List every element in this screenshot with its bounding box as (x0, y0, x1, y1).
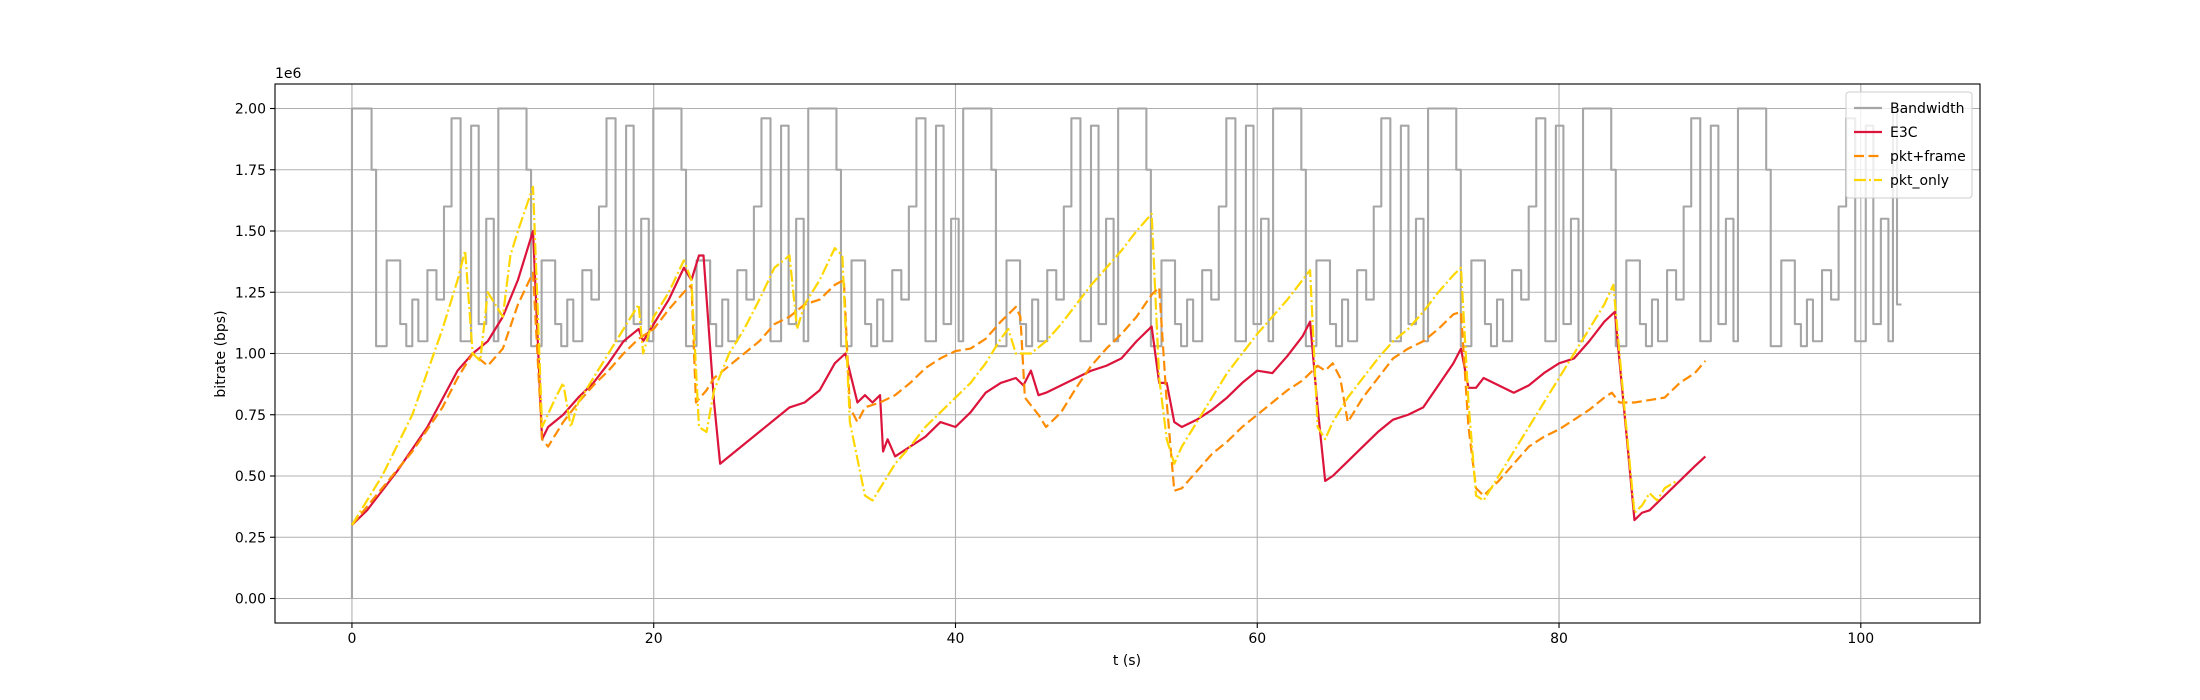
x-tick-label: 100 (1847, 631, 1874, 647)
y-tick-label: 0.00 (235, 592, 266, 608)
y-tick-label: 1.25 (235, 285, 266, 301)
y-tick-label: 0.50 (235, 469, 266, 485)
legend-box (1845, 91, 1973, 199)
legend-label: E3C (1890, 125, 1918, 141)
axes-frame (274, 83, 1981, 624)
y-tick-label: 2.00 (235, 102, 266, 118)
series-line (350, 107, 1902, 599)
y-tick-label: 1.00 (235, 347, 266, 363)
y-tick-label: 0.75 (235, 408, 266, 424)
grid (275, 84, 1980, 623)
y-axis-label: bitrate (bps) (213, 310, 229, 397)
x-tick-label: 40 (947, 631, 965, 647)
legend-label: pkt_only (1890, 173, 1949, 189)
x-axis-label: t (s) (1113, 653, 1141, 669)
x-tick-label: 80 (1550, 631, 1568, 647)
y-tick-label: 0.25 (235, 530, 266, 546)
y-offset-label: 1e6 (275, 66, 302, 82)
x-tick-label: 20 (645, 631, 663, 647)
y-tick-label: 1.75 (235, 163, 266, 179)
series-line (351, 185, 1678, 526)
legend: Bandwidth E3C pkt+frame pkt_only (1845, 91, 1973, 199)
legend-label: Bandwidth (1890, 101, 1965, 117)
legend-label: pkt+frame (1890, 149, 1966, 165)
x-tick-label: 0 (347, 631, 356, 647)
x-tick-label: 60 (1248, 631, 1266, 647)
y-tick-label: 1.50 (235, 224, 266, 240)
